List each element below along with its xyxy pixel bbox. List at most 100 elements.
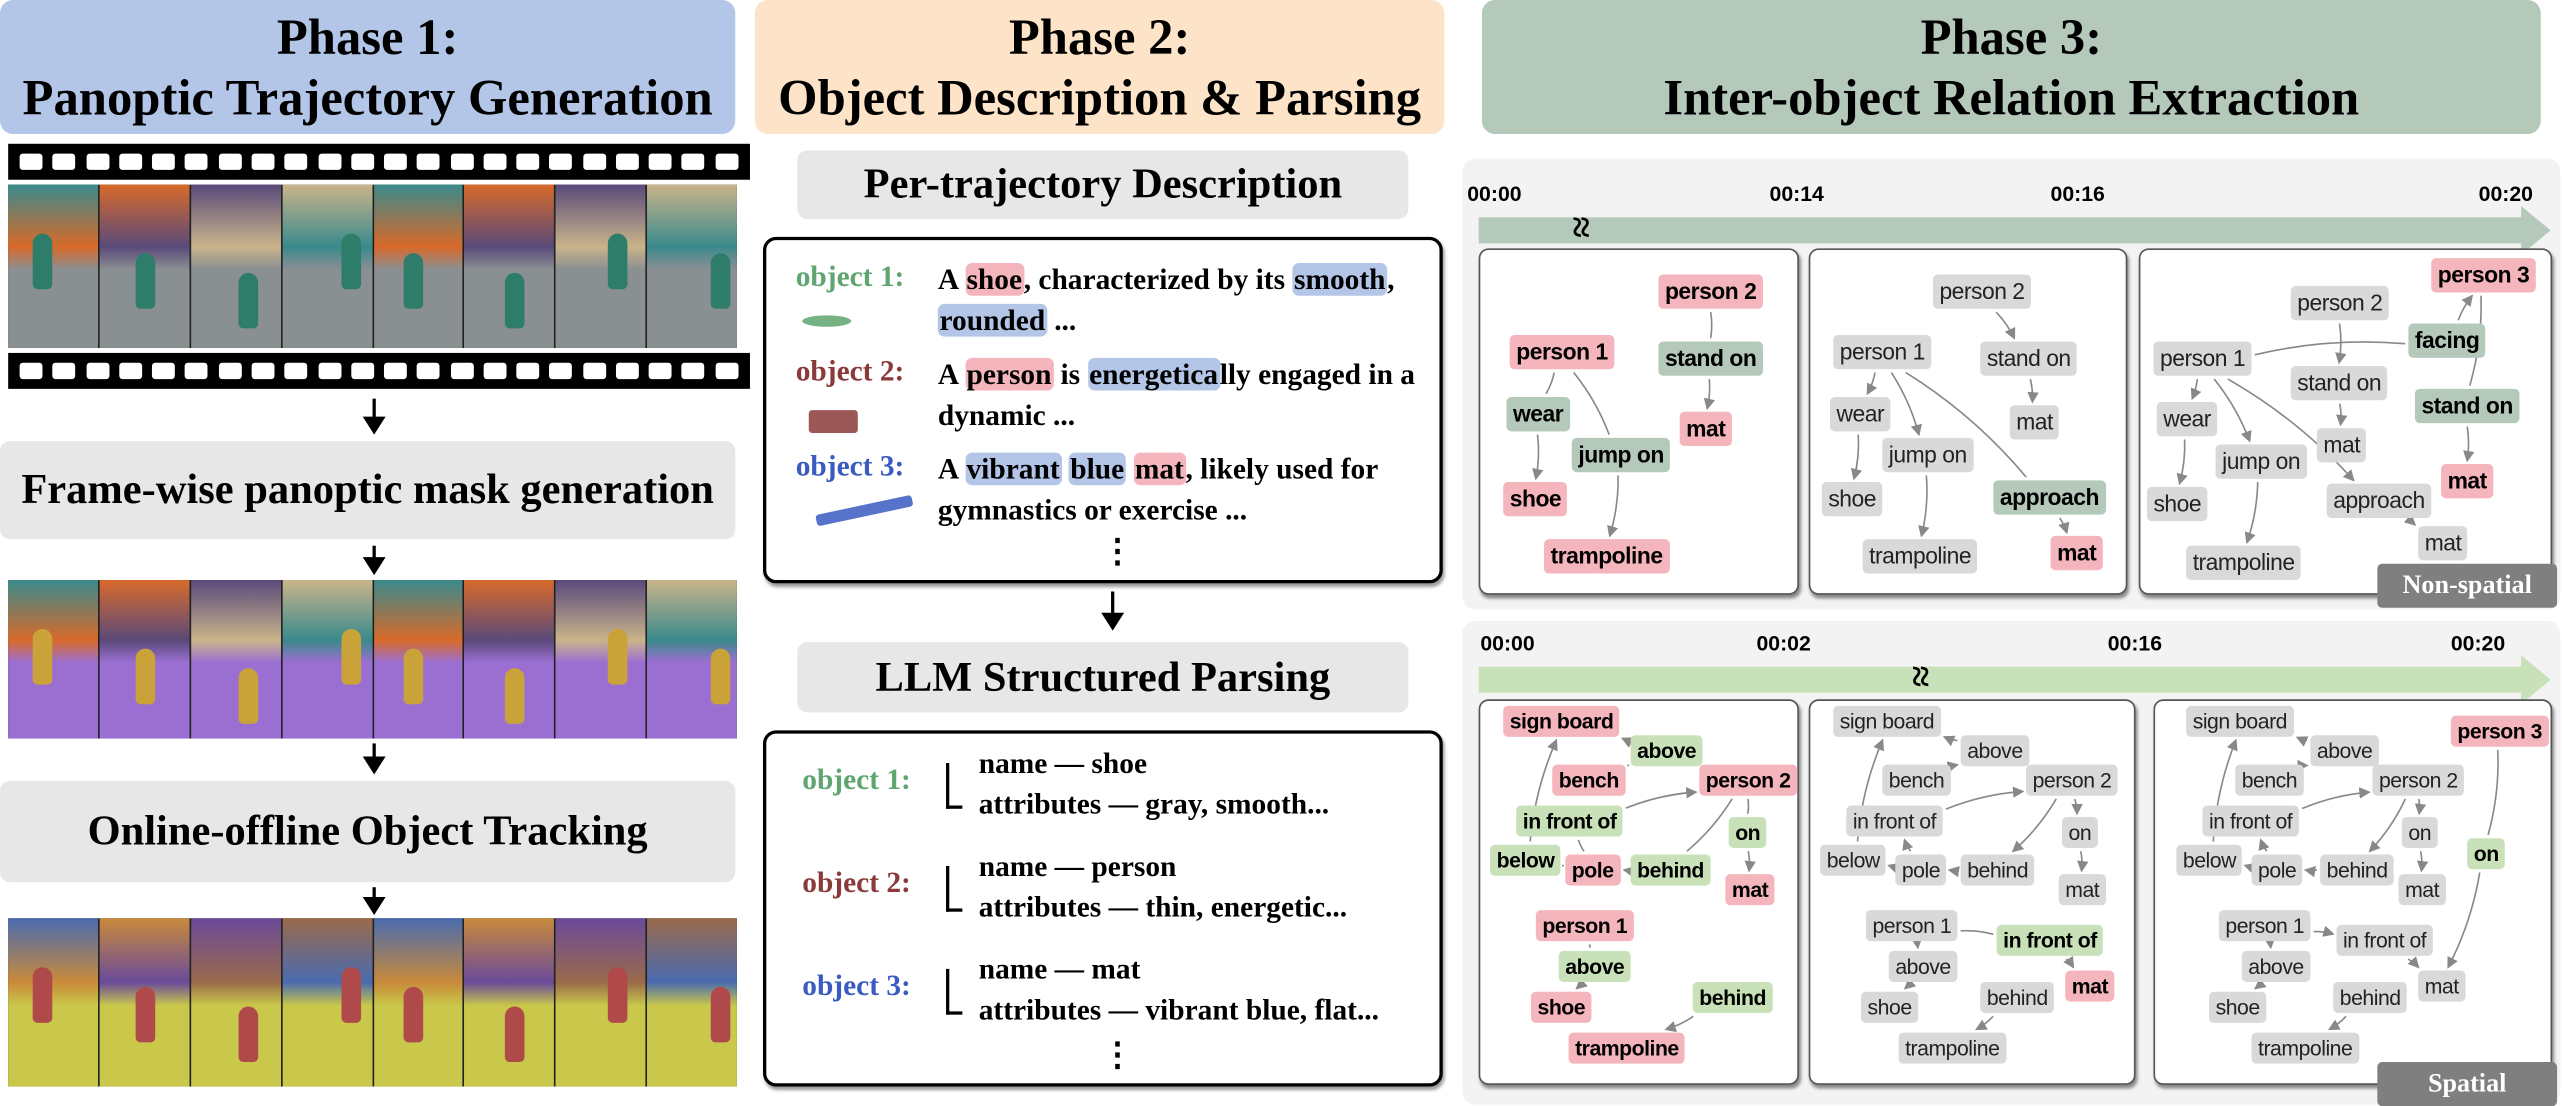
- phase1-title-line2: Panoptic Trajectory Generation: [22, 68, 713, 126]
- ellipsis: ⋮: [1101, 1037, 1134, 1074]
- relation-edge: [1620, 737, 1634, 748]
- parsed-name: name — person: [978, 849, 1177, 883]
- down-arrow: [362, 887, 386, 915]
- relation-edge: [2327, 1015, 2347, 1031]
- sprocket-hole: [52, 153, 76, 170]
- object-node: shoe: [2146, 486, 2208, 522]
- sprocket-hole: [715, 362, 739, 380]
- llm-structured-parsing-title: LLM Structured Parsing: [797, 642, 1409, 713]
- relation-node: approach: [1993, 480, 2106, 515]
- parsed-name: name — mat: [978, 952, 1141, 986]
- object-node: bench: [1552, 764, 1626, 796]
- object-node: person 1: [2218, 910, 2311, 942]
- person-figure: [135, 648, 156, 705]
- sprocket-hole: [119, 362, 143, 380]
- object-node: person 3: [2450, 715, 2549, 747]
- object-node: trampoline: [2251, 1032, 2359, 1064]
- object-node: stand on: [2290, 365, 2388, 401]
- object-node: below: [1820, 844, 1887, 876]
- sprocket-hole: [450, 362, 474, 380]
- relation-edge: [2487, 749, 2499, 836]
- object-node: person 2: [1699, 764, 1797, 796]
- description-text: A: [937, 263, 965, 296]
- attribute-highlight: blue: [1068, 452, 1126, 486]
- object-node: mat: [2418, 970, 2466, 1002]
- relation-edge: [2244, 481, 2259, 544]
- film-sprockets-top: [8, 143, 750, 180]
- object-node: above: [1888, 950, 1958, 982]
- relation-edge: [1946, 761, 1960, 773]
- object-node: behind: [1980, 981, 2055, 1014]
- relation-edge: [1850, 434, 1862, 481]
- relation-edge: [1686, 798, 1733, 852]
- object-node: on: [2401, 816, 2438, 848]
- relation-node: wear: [1506, 397, 1570, 432]
- relation-edge: [1709, 311, 1713, 339]
- parsed-attributes: attributes — vibrant blue, flat...: [978, 993, 1380, 1027]
- object-node: jump on: [1882, 437, 1974, 473]
- relation-edge: [2027, 378, 2039, 404]
- object-node: bench: [1882, 764, 1951, 796]
- description-line: A person is energetically engaged in a: [938, 355, 1415, 394]
- description-line: rounded ...: [937, 301, 1077, 340]
- desc-title-label: Per-trajectory Description: [863, 160, 1343, 208]
- timestamp-label: 00:14: [1769, 181, 1824, 206]
- relation-edge: [1573, 372, 1610, 435]
- relation-edge: [2227, 378, 2355, 482]
- relation-node: in front of: [1996, 924, 2104, 956]
- object-node: sign board: [2186, 705, 2294, 737]
- sprocket-hole: [516, 362, 540, 380]
- video-frame: [373, 918, 464, 1087]
- description-text: ...: [1046, 303, 1077, 337]
- relation-edge: [2253, 977, 2267, 990]
- object-node: trampoline: [1862, 539, 1978, 574]
- down-arrow: [362, 743, 386, 775]
- relation-edge: [1960, 929, 1994, 936]
- video-frame: [464, 184, 555, 349]
- step-panoptic-mask-label: Frame-wise panoptic mask generation: [21, 465, 714, 514]
- object-node: above: [2241, 950, 2311, 982]
- person-figure: [710, 253, 731, 309]
- spatial-label: Spatial: [2427, 1069, 2507, 1098]
- object-node: mat: [2441, 464, 2494, 499]
- sprocket-hole: [86, 362, 109, 380]
- video-frame: [190, 580, 281, 739]
- timestamp-label: 00:20: [2450, 630, 2506, 656]
- object-label: object 2:: [795, 354, 905, 388]
- video-frame: [464, 918, 555, 1087]
- down-arrow: [362, 545, 386, 576]
- description-text: , characterized by its: [1023, 263, 1293, 296]
- step-object-tracking-label: Online-offline Object Tracking: [87, 807, 648, 855]
- video-frame: [8, 918, 98, 1087]
- attribute-highlight: smooth: [1292, 263, 1388, 296]
- sprocket-hole: [19, 153, 43, 170]
- relation-edge: [2335, 323, 2347, 365]
- object-node: in front of: [2202, 805, 2299, 837]
- relation-node: above: [1630, 735, 1703, 767]
- description-box: object 1: A shoe, characterized by its sm…: [763, 236, 1443, 584]
- step-panoptic-mask: Frame-wise panoptic mask generation: [0, 441, 736, 540]
- sprocket-hole: [615, 153, 639, 170]
- sprocket-hole: [682, 362, 705, 380]
- object-node: mat: [2050, 535, 2103, 571]
- object-node: behind: [2320, 854, 2395, 886]
- relation-edge: [1903, 977, 1917, 990]
- relation-node: above: [1558, 950, 1631, 982]
- object-node: sign board: [1503, 705, 1620, 737]
- film-sprockets-bottom: [8, 352, 750, 389]
- description-text: dynamic ...: [937, 398, 1076, 432]
- object-node: mat: [2058, 874, 2106, 906]
- relation-edge: [1890, 372, 1922, 437]
- object-node: person 2: [2290, 285, 2389, 321]
- relation-edge: [2190, 378, 2202, 401]
- relation-edge: [2407, 956, 2420, 969]
- sprocket-hole: [384, 362, 407, 380]
- person-figure: [710, 986, 731, 1043]
- relation-node: below: [1490, 844, 1561, 876]
- object-node: behind: [1960, 854, 2035, 886]
- object-highlight: person: [964, 357, 1054, 391]
- video-frame: [647, 184, 737, 349]
- parsed-attributes: attributes — thin, energetic...: [978, 890, 1348, 924]
- video-frame: [282, 580, 372, 739]
- relation-node: jump on: [1571, 437, 1671, 473]
